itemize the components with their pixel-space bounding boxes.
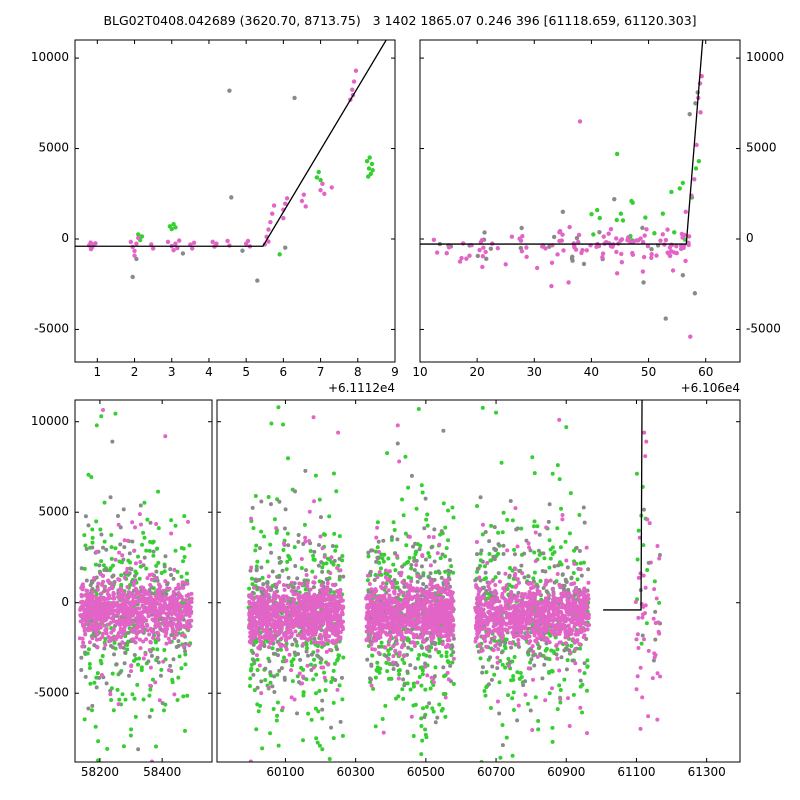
figure-title: BLG02T0408.042689 (3620.70, 8713.75) 3 1…: [103, 13, 697, 28]
